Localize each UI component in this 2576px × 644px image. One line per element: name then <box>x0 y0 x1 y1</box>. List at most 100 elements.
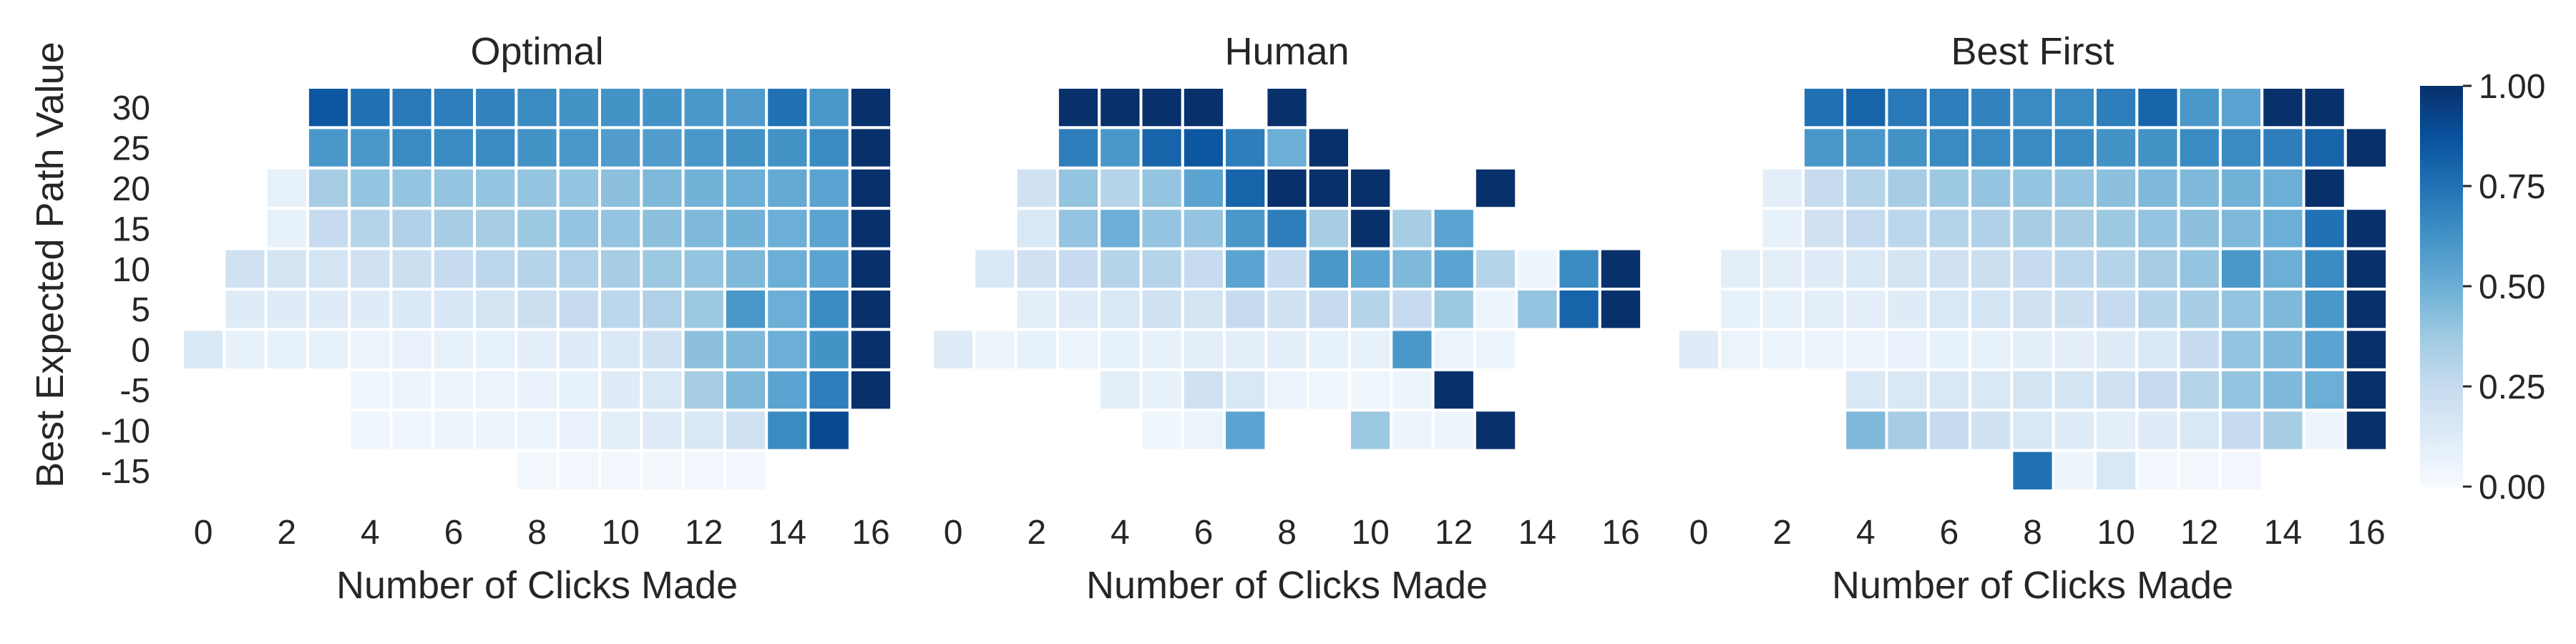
heatmap-cell <box>348 328 393 371</box>
heatmap-cell <box>2302 368 2347 412</box>
x-tick-label: 12 <box>685 514 723 552</box>
heatmap-cell <box>181 328 226 371</box>
heatmap-cell <box>765 409 810 452</box>
heatmap-cell <box>1055 288 1101 331</box>
heatmap-cell <box>2218 328 2264 371</box>
heatmap-cell <box>2260 409 2306 452</box>
heatmap-cell <box>1801 86 1847 130</box>
heatmap-cell <box>1139 368 1184 412</box>
heatmap-cell <box>306 328 351 371</box>
heatmap-cell <box>556 86 602 130</box>
heatmap-cell <box>1223 288 1268 331</box>
x-tick-label: 0 <box>944 514 963 552</box>
heatmap-cell <box>640 247 685 291</box>
heatmap-cell <box>1306 368 1351 412</box>
colorbar-tick-label: 0.25 <box>2479 369 2545 406</box>
heatmap-cell <box>2218 409 2264 452</box>
heatmap-cell <box>806 126 852 170</box>
heatmap-cell <box>1885 288 1930 331</box>
x-tick-label: 14 <box>769 514 806 552</box>
heatmap-cell <box>2177 247 2222 291</box>
heatmap-cell <box>1843 247 1888 291</box>
x-tick-label: 14 <box>1518 514 1556 552</box>
y-tick-label: 0 <box>131 332 150 370</box>
heatmap-cell <box>556 247 602 291</box>
heatmap-cell <box>806 207 852 250</box>
heatmap-cell <box>1431 409 1476 452</box>
heatmap-cell <box>806 86 852 130</box>
x-tick-label: 4 <box>1111 514 1130 552</box>
heatmap-cell <box>2218 166 2264 210</box>
heatmap-cell <box>765 166 810 210</box>
heatmap-cell <box>2010 288 2055 331</box>
heatmap-cell <box>1264 288 1309 331</box>
heatmap-cell <box>598 409 643 452</box>
heatmap-cell <box>1926 247 1972 291</box>
colorbar-tick-label: 1.00 <box>2479 68 2545 106</box>
x-tick-label: 6 <box>1940 514 1959 552</box>
heatmap-cell <box>2094 247 2139 291</box>
heatmap-cell <box>306 207 351 250</box>
heatmap-cell <box>723 288 769 331</box>
heatmap-cell <box>806 166 852 210</box>
heatmap-cell <box>598 86 643 130</box>
heatmap-cell <box>389 288 434 331</box>
heatmap-cell <box>2010 368 2055 412</box>
heatmap-cell <box>2135 247 2180 291</box>
heatmap-cell <box>1843 409 1888 452</box>
heatmap-cell <box>1801 328 1847 371</box>
heatmap-cell <box>431 86 477 130</box>
heatmap-cell <box>1760 247 1805 291</box>
heatmap-cell <box>1181 166 1226 210</box>
heatmap-cell <box>2051 368 2097 412</box>
heatmap-cell <box>1390 207 1435 250</box>
heatmap-cell <box>2010 86 2055 130</box>
heatmap-cell <box>1139 207 1184 250</box>
heatmap-cell <box>1885 166 1930 210</box>
heatmap-cell <box>2302 126 2347 170</box>
heatmap-cell <box>681 368 726 412</box>
heatmap-cell <box>848 126 894 170</box>
heatmap-cell <box>1306 207 1351 250</box>
heatmap-cell <box>514 207 560 250</box>
heatmap-cell <box>348 207 393 250</box>
heatmap-cell <box>1801 207 1847 250</box>
heatmap-cell <box>2135 368 2180 412</box>
x-axis-label: Number of Clicks Made <box>336 564 738 607</box>
heatmap-cell <box>1843 126 1888 170</box>
heatmap-cell <box>1014 166 1059 210</box>
x-tick-label: 2 <box>1027 514 1046 552</box>
heatmap-cell <box>2302 409 2347 452</box>
heatmap-cell <box>972 247 1018 291</box>
heatmap-cell <box>306 86 351 130</box>
heatmap-cell <box>1843 166 1888 210</box>
heatmap-cell <box>473 86 518 130</box>
heatmap-cell <box>389 207 434 250</box>
heatmap-cell <box>1390 288 1435 331</box>
y-tick-label: 25 <box>112 130 150 168</box>
heatmap-cell <box>1968 126 2014 170</box>
heatmap-cell <box>2343 328 2389 371</box>
heatmap-cell <box>2051 409 2097 452</box>
heatmap-panels: Optimal 0 2 4 6 8 10 12 14 16 Number of Clicks Mad… <box>101 30 2389 607</box>
heatmap-cell <box>556 207 602 250</box>
heatmap-cell <box>556 449 602 492</box>
heatmap-cell <box>1968 86 2014 130</box>
heatmap-cell <box>1014 288 1059 331</box>
heatmap-cell <box>1181 207 1226 250</box>
heatmap-cell <box>2218 126 2264 170</box>
heatmap-cell <box>1055 126 1101 170</box>
heatmap-cell <box>431 368 477 412</box>
heatmap-cell <box>1760 207 1805 250</box>
heatmap-cell <box>473 247 518 291</box>
heatmap-cell <box>765 247 810 291</box>
heatmap-cell <box>2135 86 2180 130</box>
heatmap-cell <box>556 328 602 371</box>
heatmap-cell <box>2218 368 2264 412</box>
heatmap-cell <box>2094 86 2139 130</box>
heatmap-cell <box>2260 166 2306 210</box>
heatmap-cell <box>723 409 769 452</box>
heatmap-cell <box>2177 368 2222 412</box>
heatmap-cell <box>348 126 393 170</box>
heatmap-cell <box>1181 126 1226 170</box>
